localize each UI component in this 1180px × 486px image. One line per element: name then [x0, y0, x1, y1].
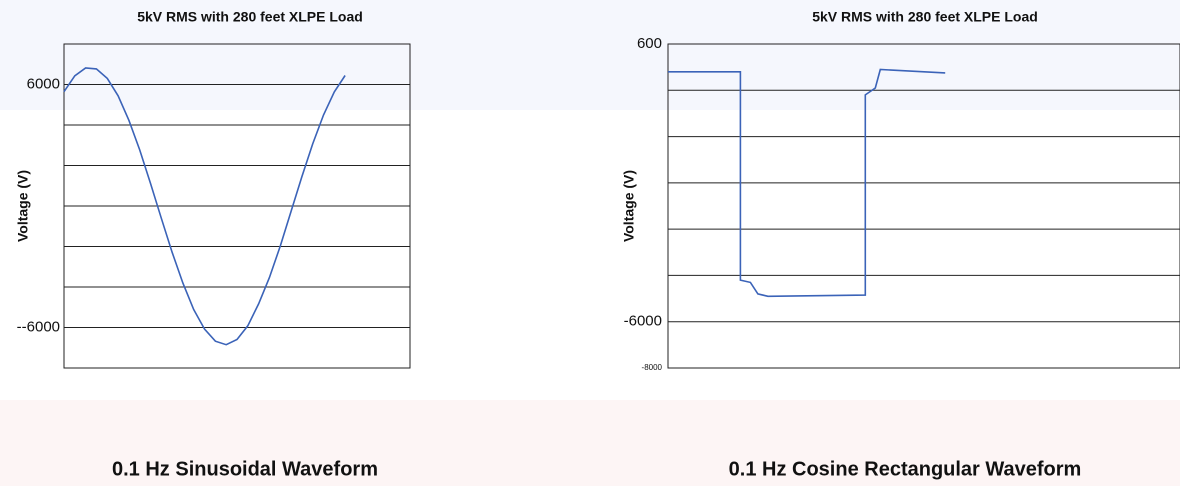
chart-title: 5kV RMS with 280 feet XLPE Load [812, 9, 1038, 25]
caption: 0.1 Hz Sinusoidal Waveform [112, 458, 378, 480]
data-line [668, 68, 946, 298]
caption: 0.1 Hz Cosine Rectangular Waveform [729, 458, 1082, 480]
y-tick-label: -6000 [624, 313, 662, 330]
y-tick-label: 600 [637, 35, 662, 52]
y-tick-label: 6000 [27, 75, 60, 92]
chart-title: 5kV RMS with 280 feet XLPE Load [137, 9, 363, 25]
watermark-band [0, 0, 1180, 110]
y-axis-label: Voltage (V) [15, 170, 31, 242]
data-line [63, 67, 346, 346]
y-axis-label: Voltage (V) [621, 170, 637, 242]
plot-frame [667, 43, 1180, 369]
plot-frame [63, 43, 411, 369]
y-tick-label: --6000 [17, 318, 60, 335]
y-tick-label: -8000 [642, 363, 663, 372]
watermark-band [0, 400, 1180, 486]
